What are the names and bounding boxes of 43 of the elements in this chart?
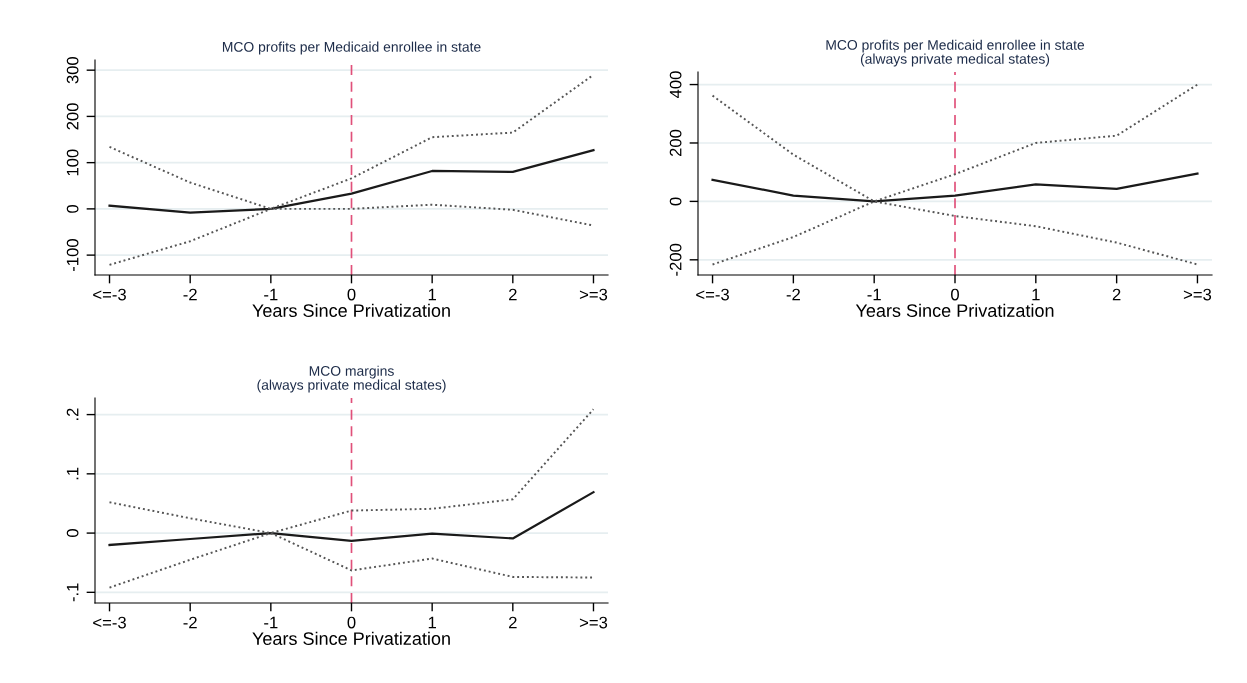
y-tick-label: .1 bbox=[66, 467, 79, 480]
x-tick-label: 0 bbox=[347, 616, 356, 629]
x-tick-label: 2 bbox=[509, 616, 517, 629]
line-series bbox=[108, 149, 595, 214]
x-tick-label: -2 bbox=[183, 288, 197, 301]
x-tick-label: 2 bbox=[1112, 288, 1121, 301]
y-tick-label: 0 bbox=[669, 197, 682, 206]
x-tick-label: 1 bbox=[428, 616, 436, 629]
chart-title: MCO profits per Medicaid enrollee in state bbox=[222, 41, 481, 55]
chart-title: MCO profits per Medicaid enrollee in state (always private medical states) bbox=[826, 39, 1085, 67]
y-tick-label: 200 bbox=[66, 103, 79, 130]
x-tick-label: >=3 bbox=[579, 616, 608, 629]
line-series bbox=[108, 491, 595, 547]
x-tick-label: -1 bbox=[264, 616, 278, 629]
y-tick-label: 0 bbox=[66, 204, 79, 213]
x-tick-label: -2 bbox=[183, 616, 197, 629]
y-tick-label: 400 bbox=[669, 71, 682, 99]
x-tick-label: <=-3 bbox=[696, 288, 729, 301]
line-series bbox=[711, 172, 1199, 203]
x-tick-label: 2 bbox=[509, 288, 517, 301]
x-tick-label: <=-3 bbox=[93, 616, 126, 629]
x-tick-label: -1 bbox=[867, 288, 881, 301]
x-tick-label: 1 bbox=[428, 288, 436, 301]
x-axis-title: Years Since Privatization bbox=[252, 631, 450, 645]
y-tick-label: -100 bbox=[66, 239, 79, 272]
x-tick-label: 1 bbox=[1032, 288, 1040, 301]
chart-title: MCO margins (always private medical states) bbox=[257, 365, 446, 393]
x-tick-label: 0 bbox=[951, 288, 959, 301]
x-tick-label: <=-3 bbox=[93, 288, 126, 301]
x-tick-label: -2 bbox=[786, 288, 800, 301]
y-tick-label: .2 bbox=[66, 408, 79, 421]
x-tick-label: >=3 bbox=[579, 288, 608, 301]
y-tick-label: 200 bbox=[669, 129, 682, 157]
y-tick-label: -.1 bbox=[66, 583, 79, 602]
y-tick-label: -200 bbox=[669, 243, 682, 276]
x-axis-title: Years Since Privatization bbox=[252, 303, 450, 317]
x-tick-label: -1 bbox=[264, 288, 278, 301]
x-axis-title: Years Since Privatization bbox=[855, 303, 1054, 317]
x-tick-label: 0 bbox=[347, 288, 356, 301]
y-tick-label: 300 bbox=[66, 56, 79, 84]
y-tick-label: 100 bbox=[66, 149, 79, 176]
y-tick-label: 0 bbox=[66, 529, 79, 538]
x-tick-label: >=3 bbox=[1183, 288, 1212, 301]
